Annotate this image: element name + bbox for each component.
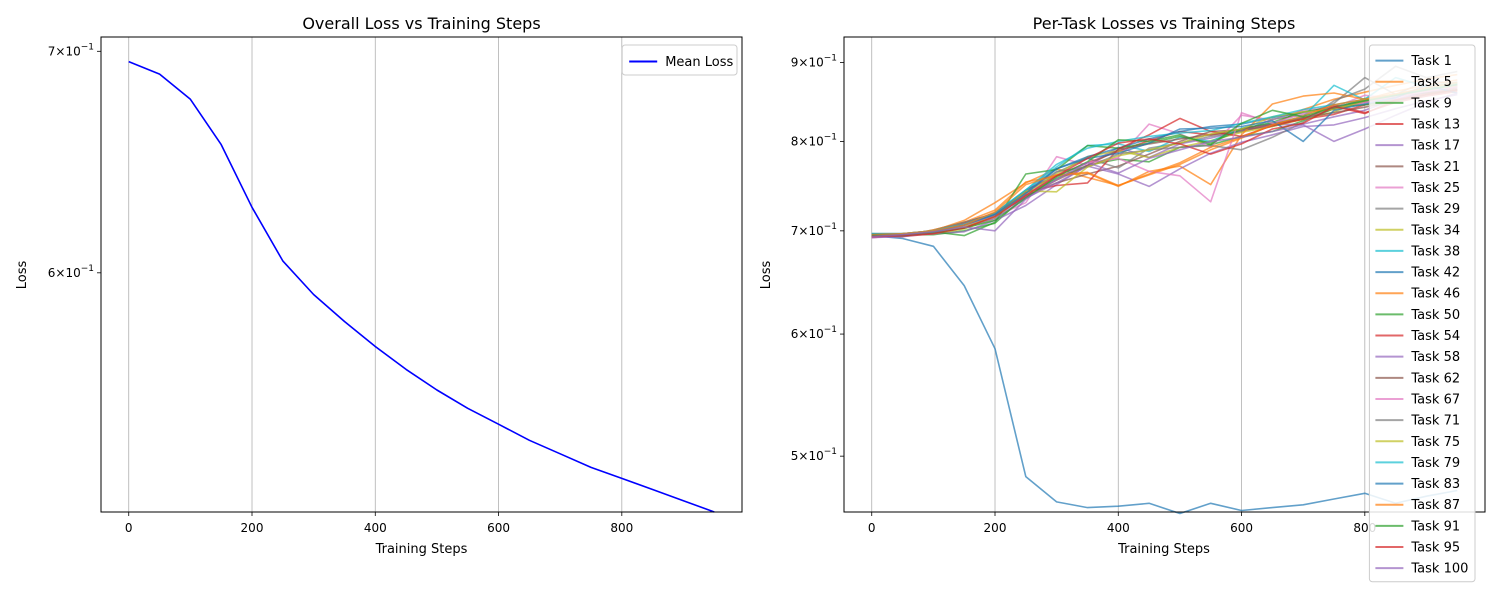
legend-label: Task 67 xyxy=(1410,392,1460,407)
legend-label: Task 46 xyxy=(1410,287,1460,302)
y-tick-label: 7×10−1 xyxy=(48,42,94,58)
legend-label: Task 87 xyxy=(1410,498,1460,513)
legend-box xyxy=(621,44,738,76)
series-line-task-87 xyxy=(871,81,1458,236)
series-line-mean-loss xyxy=(128,60,715,513)
series-line-task-71 xyxy=(871,65,1458,235)
legend-label: Task 50 xyxy=(1410,308,1460,323)
y-axis-label: Loss xyxy=(759,261,774,290)
y-tick-label: 9×10−1 xyxy=(791,54,837,70)
x-tick-label: 0 xyxy=(868,521,876,535)
x-tick-label: 200 xyxy=(241,521,264,535)
legend-label: Task 91 xyxy=(1410,519,1460,534)
series-line-task-100 xyxy=(871,92,1458,238)
y-axis-label: Loss xyxy=(15,261,30,290)
legend-label: Task 42 xyxy=(1410,266,1460,281)
y-tick-label: 8×10−1 xyxy=(791,132,837,148)
x-axis-label: Training Steps xyxy=(1117,542,1210,557)
legend-label: Task 9 xyxy=(1410,96,1451,111)
y-tick-label: 5×10−1 xyxy=(791,447,837,463)
per-task-losses-chart: Per-Task Losses vs Training Steps 0 200 40… xyxy=(759,14,1486,583)
x-tick-label: 400 xyxy=(364,521,387,535)
y-tick-label: 7×10−1 xyxy=(791,222,837,238)
legend-label: Task 13 xyxy=(1410,118,1460,133)
legend-label: Task 21 xyxy=(1410,160,1460,175)
y-tick-label: 6×10−1 xyxy=(791,325,837,341)
overall-loss-chart: Overall Loss vs Training Steps 0 200 400 60… xyxy=(15,14,743,557)
legend-label: Task 71 xyxy=(1410,414,1460,429)
x-tick-label: 600 xyxy=(1230,521,1253,535)
legend-label: Task 25 xyxy=(1410,181,1460,196)
legend-label: Task 58 xyxy=(1410,350,1460,365)
legend-label: Task 75 xyxy=(1410,435,1460,450)
series-lines xyxy=(128,60,715,513)
legend-label: Task 17 xyxy=(1410,139,1460,154)
x-tick-label: 0 xyxy=(125,521,133,535)
legend-label: Task 95 xyxy=(1410,541,1460,556)
y-axis-ticks: 5×10−1 6×10−1 7×10−1 8×10−1 9×10−1 xyxy=(791,54,844,463)
series-lines xyxy=(871,65,1458,515)
legend-label: Task 62 xyxy=(1410,371,1460,386)
y-tick-label: 6×10−1 xyxy=(48,264,94,280)
series-line-task-1 xyxy=(871,234,1458,515)
x-axis-ticks: 0 200 400 600 800 xyxy=(125,512,633,535)
legend-label: Task 29 xyxy=(1410,202,1460,217)
y-axis-ticks: 6×10−1 7×10−1 xyxy=(48,42,101,280)
x-axis-label: Training Steps xyxy=(375,542,468,557)
legend: Mean Loss xyxy=(621,44,738,76)
x-tick-label: 600 xyxy=(487,521,510,535)
chart-title: Overall Loss vs Training Steps xyxy=(302,14,540,33)
legend-box xyxy=(1368,44,1476,583)
legend-label: Task 79 xyxy=(1410,456,1460,471)
legend-label: Task 1 xyxy=(1410,54,1451,69)
legend-label: Task 100 xyxy=(1410,562,1468,577)
legend-label: Task 83 xyxy=(1410,477,1460,492)
x-gridlines xyxy=(128,37,623,512)
legend-label: Task 5 xyxy=(1410,75,1451,90)
legend: Task 1 Task 5 Task 9 Task 13 Task 17 Task 21 T… xyxy=(1368,44,1476,583)
chart-title: Per-Task Losses vs Training Steps xyxy=(1033,14,1296,33)
plot-area-frame xyxy=(843,36,1486,513)
x-tick-label: 400 xyxy=(1107,521,1130,535)
legend-label: Task 34 xyxy=(1410,223,1460,238)
series-line-task-5 xyxy=(871,73,1458,236)
plot-area-frame xyxy=(100,36,743,513)
series-line-task-95 xyxy=(871,89,1458,238)
legend-label: Task 54 xyxy=(1410,329,1460,344)
legend-label: Task 38 xyxy=(1410,244,1460,259)
legend-label: Mean Loss xyxy=(665,55,733,70)
x-tick-label: 800 xyxy=(610,521,633,535)
x-tick-label: 200 xyxy=(984,521,1007,535)
